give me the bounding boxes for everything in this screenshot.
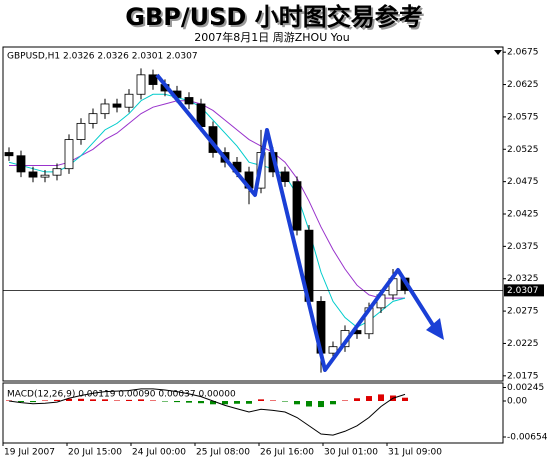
candle-body [184,97,194,105]
trend-arrowhead [426,318,444,340]
macd-bar [174,401,180,403]
macd-bar [18,401,24,403]
candle-body [100,103,110,115]
corner-marker [494,50,502,55]
title-shadow: GBP/USD 小时图交易参考 [127,5,424,33]
candle-body [64,139,74,170]
macd-bar [294,401,300,405]
macd-tick-label: -0.00654 [507,433,548,443]
macd-bar [102,399,108,401]
y-tick-label: 2.0525 [507,145,539,155]
macd-bar [42,400,48,401]
macd-bar [306,401,312,407]
y-tick-label: 2.0375 [507,242,539,252]
y-tick-label: 2.0225 [507,339,539,349]
macd-bar [366,396,372,401]
macd-bar [66,398,72,401]
macd-bar [198,401,204,404]
macd-bar [126,399,132,401]
chart-title: GBP/USD 小时图交易参考 [125,3,422,31]
last-price-label: 2.0307 [507,286,539,296]
macd-bar [6,400,12,401]
macd-bar [234,401,240,404]
subtitle: 2007年8月1日 周游ZHOU You [194,30,349,44]
macd-bar [222,401,228,405]
y-tick-label: 2.0175 [507,371,539,381]
x-tick-label: 30 Jul 01:00 [324,448,378,458]
candle-body [28,171,38,178]
macd-bar [318,401,324,408]
candle-body [16,155,26,173]
macd-bar [354,398,360,401]
y-tick-label: 2.0575 [507,112,539,122]
macd-bar [246,401,252,404]
candle-body [280,171,290,183]
macd-tick-label: 0.00245 [507,383,544,393]
y-tick-label: 2.0675 [507,48,539,58]
x-tick-label: 25 Jul 08:00 [196,448,250,458]
macd-bar [402,397,408,401]
last-price-box [504,284,544,297]
moving-average [9,100,405,299]
macd-bar [54,399,60,401]
candle-body [40,174,50,178]
candle-body [292,181,302,231]
macd-bar [114,400,120,401]
macd-label: MACD(12,26,9) 0.00119 0.00090 0.00037 0.… [7,390,236,400]
candle-body [76,122,86,140]
candle-body [112,103,122,108]
macd-bar [162,401,168,402]
macd-tick-label: 0.00 [507,397,527,407]
macd-bar [78,398,84,401]
y-tick-label: 2.0275 [507,307,539,317]
candle-body [88,113,98,124]
macd-bar [342,400,348,401]
macd-bar [138,399,144,401]
macd-panel [2,382,504,444]
x-tick-label: 31 Jul 09:00 [388,448,442,458]
x-tick-label: 26 Jul 16:00 [260,448,314,458]
x-tick-label: 24 Jul 00:00 [132,448,186,458]
y-tick-label: 2.0625 [507,80,539,90]
moving-average [8,93,406,328]
macd-line [8,388,406,436]
x-tick-label: 19 Jul 2007 [4,448,55,458]
x-tick-label: 20 Jul 15:00 [68,448,122,458]
macd-bar [210,401,216,405]
macd-bar [258,399,264,401]
candle-body [124,93,134,108]
y-tick-label: 2.0325 [507,274,539,284]
macd-bar [150,400,156,401]
y-tick-label: 2.0475 [507,177,539,187]
candle-body [328,346,338,354]
macd-bar [30,401,36,403]
macd-bar [90,399,96,401]
macd-bar [378,394,384,401]
info-label: GBPUSD,H1 2.0326 2.0326 2.0301 2.0307 [7,52,198,62]
candle-body [148,74,158,85]
macd-bar [270,400,276,401]
macd-bar [282,401,288,402]
y-tick-label: 2.0425 [507,210,539,220]
macd-bar [186,401,192,403]
candle-body [52,168,62,176]
candle-body [136,74,146,95]
trend-annotation [155,73,438,372]
candle-body [4,152,14,157]
macd-bar [330,401,336,405]
